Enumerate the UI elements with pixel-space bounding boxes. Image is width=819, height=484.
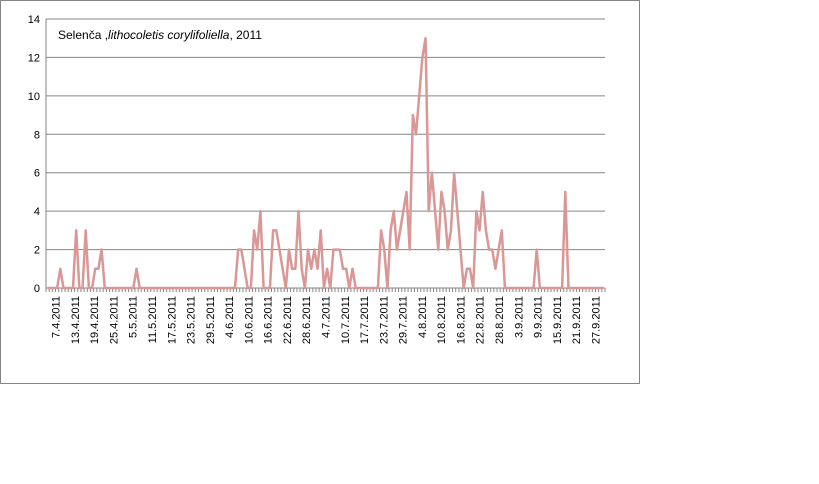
y-tick-label: 14 xyxy=(28,14,40,26)
series-line xyxy=(47,36,604,290)
x-tick-label: 7.4.2011 xyxy=(51,296,63,338)
chart-title-species: lithocoletis corylifoliella xyxy=(108,28,230,42)
x-tick-label: 19.4.2011 xyxy=(89,296,101,344)
chart-title: Selenča ,lithocoletis corylifoliella, 20… xyxy=(58,28,262,42)
chart-title-suffix: , 2011 xyxy=(229,28,262,42)
x-tick-label: 16.8.2011 xyxy=(455,296,467,344)
x-tick-label: 5.5.2011 xyxy=(128,296,140,338)
x-tick-label: 16.6.2011 xyxy=(263,296,275,344)
chart-title-prefix: Selenča , xyxy=(58,28,109,42)
x-tick-label: 11.5.2011 xyxy=(147,296,159,343)
y-tick-label: 8 xyxy=(34,129,40,141)
x-tick-label: 13.4.2011 xyxy=(70,296,82,344)
x-tick-label: 23.7.2011 xyxy=(378,296,390,344)
x-tick-label: 4.7.2011 xyxy=(321,296,333,338)
y-tick-label: 12 xyxy=(28,52,40,64)
x-tick-label: 9.9.2011 xyxy=(533,296,545,338)
x-tick-label: 28.8.2011 xyxy=(494,296,506,344)
x-tick-label: 4.6.2011 xyxy=(224,296,236,338)
y-tick-label: 6 xyxy=(34,168,40,180)
x-tick-label: 25.4.2011 xyxy=(108,296,120,344)
x-tick-label: 28.6.2011 xyxy=(301,296,313,344)
x-tick-label: 10.7.2011 xyxy=(340,296,352,344)
x-tick-label: 29.5.2011 xyxy=(205,296,217,344)
y-tick-label: 10 xyxy=(28,91,40,103)
x-tick-label: 4.8.2011 xyxy=(417,296,429,338)
y-tick-label: 4 xyxy=(34,206,40,218)
x-tick-label: 21.9.2011 xyxy=(571,296,583,344)
x-tick-label: 22.6.2011 xyxy=(282,296,294,344)
chart-frame: 0 2 4 6 8 10 12 14 7.4.2011 13.4.2011 19.4.2011 25.… xyxy=(0,0,640,384)
x-tick-label: 17.5.2011 xyxy=(166,296,178,344)
x-tick-label: 15.9.2011 xyxy=(552,296,564,344)
chart-svg: 0 2 4 6 8 10 12 14 7.4.2011 13.4.2011 19.4.2011 25.… xyxy=(28,14,606,344)
x-tick-label: 27.9.2011 xyxy=(590,296,602,344)
x-tick-label: 10.6.2011 xyxy=(243,296,255,344)
x-tick-label: 29.7.2011 xyxy=(398,296,410,344)
x-tick-label: 22.8.2011 xyxy=(475,296,487,344)
x-tick-label: 10.8.2011 xyxy=(436,296,448,344)
x-tick-label: 3.9.2011 xyxy=(513,296,525,338)
y-tick-label: 0 xyxy=(34,283,40,295)
x-tick-label: 23.5.2011 xyxy=(186,296,198,344)
y-tick-label: 2 xyxy=(34,245,40,257)
x-tick-label: 17.7.2011 xyxy=(359,296,371,344)
